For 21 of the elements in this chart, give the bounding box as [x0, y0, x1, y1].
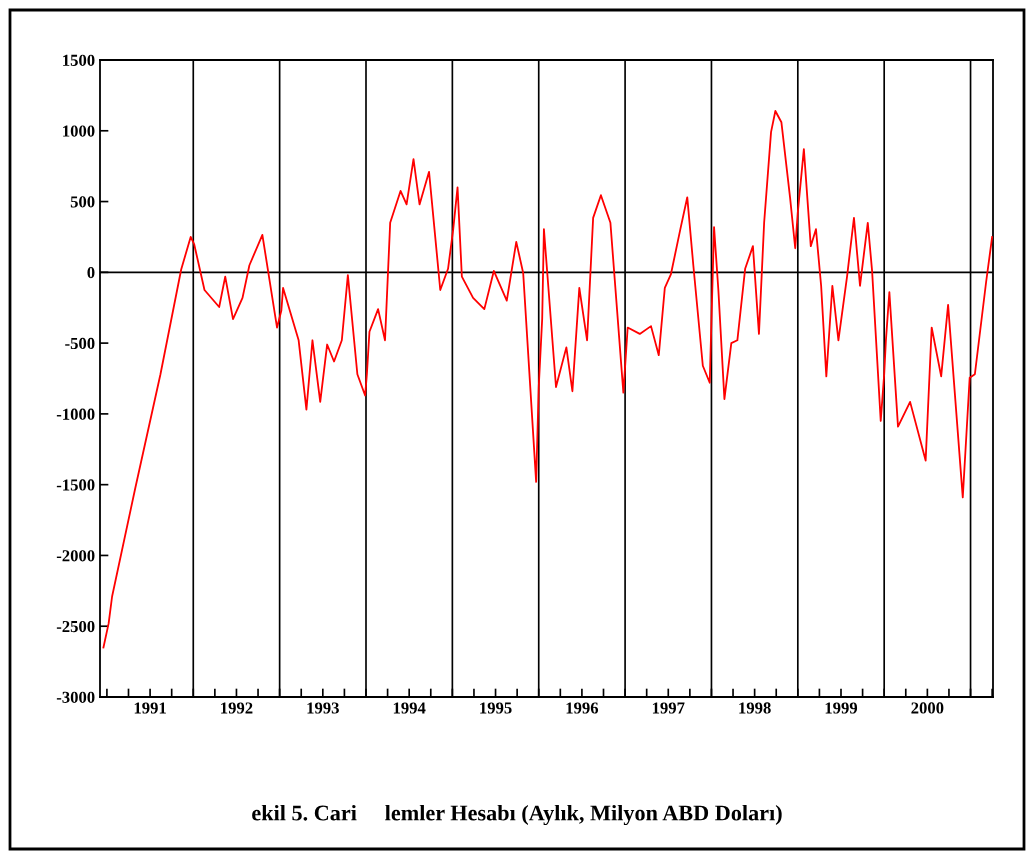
- y-tick-label: 1000: [63, 125, 95, 137]
- y-tick-label: -2500: [56, 620, 95, 633]
- text: ekil 5. Cari lemler Hesabı (Aylık, Milyon ABD Doları): [252, 804, 782, 826]
- x-tick-label: 1992: [221, 702, 253, 714]
- x-tick-label: 2000: [911, 702, 944, 714]
- x-tick-label: 1996: [566, 702, 599, 714]
- y-tick-label: -1500: [56, 479, 95, 491]
- x-tick-label: 1999: [825, 702, 858, 714]
- y-tick-label: 0: [87, 267, 95, 279]
- x-tick-label: 1993: [307, 702, 339, 714]
- x-tick-label: 1991: [134, 702, 166, 714]
- y-tick-label: -2000: [56, 550, 95, 562]
- x-tick-label: 1995: [480, 702, 512, 714]
- x-tick-label: 1997: [652, 702, 685, 714]
- y-tick-label: 500: [70, 196, 95, 208]
- y-tick-label: -3000: [56, 691, 95, 703]
- y-tick-label: 1500: [63, 54, 95, 66]
- x-tick-label: 1998: [739, 702, 771, 714]
- x-tick-label: 1994: [393, 702, 426, 714]
- y-tick-label: -500: [65, 337, 95, 350]
- y-tick-label: -1000: [56, 408, 95, 420]
